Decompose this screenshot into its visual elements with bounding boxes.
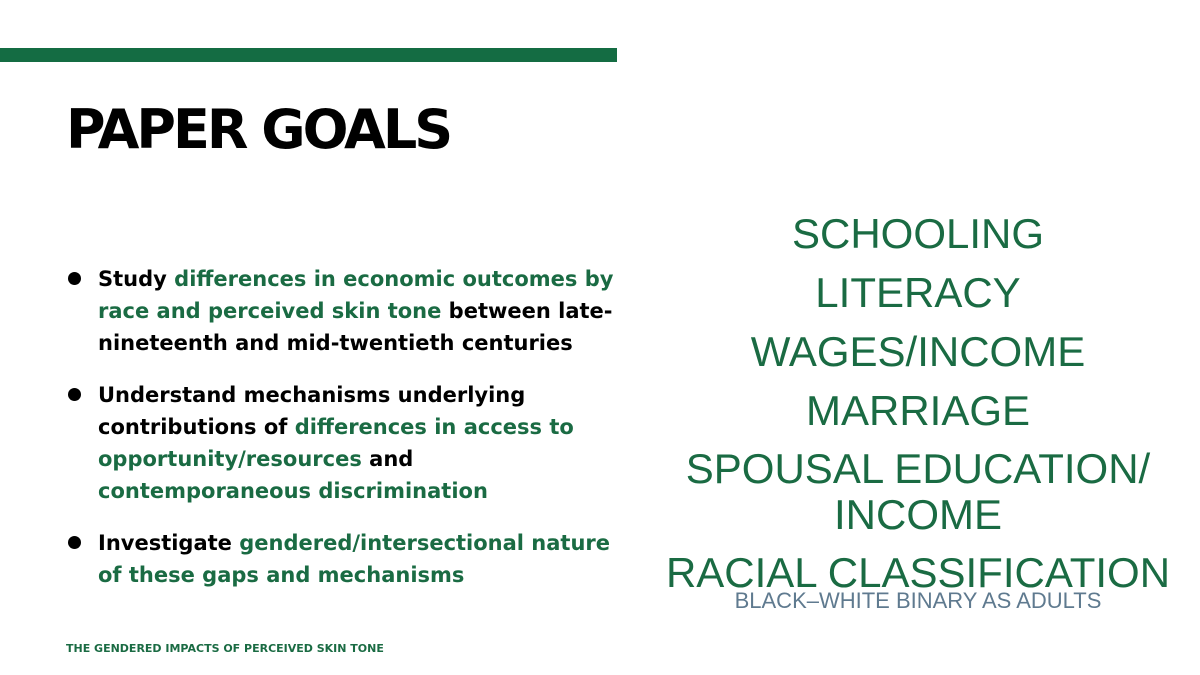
goals-list: Study differences in economic outcomes b… [66, 263, 626, 611]
outcome-racial-subtitle: BLACK–WHITE BINARY AS ADULTS [734, 588, 1102, 613]
outcome-spousal-line-1: SPOUSAL EDUCATION/ [685, 445, 1151, 492]
bullet-text-highlight: differences in access to opportunity/res… [98, 415, 574, 471]
outcome-schooling: SCHOOLING [791, 210, 1045, 257]
slide-title: PAPER GOALS [66, 98, 453, 161]
outcome-literacy: LITERACY [815, 269, 1021, 316]
bullet-text-highlight: gendered/intersectional nature of these … [98, 531, 611, 587]
bullet-text-plain: Understand mechanisms underlying contrib… [98, 383, 526, 439]
outcome-spousal-education: SPOUSAL EDUCATION/ INCOME [660, 446, 1176, 538]
bullet-text-plain: between late-nineteenth and mid-twentiet… [98, 299, 613, 355]
top-accent-bar [0, 48, 617, 62]
slide-footer: THE GENDERED IMPACTS OF PERCEIVED SKIN T… [66, 642, 384, 655]
outcomes-list: SCHOOLING LITERACY WAGES/INCOME MARRIAGE… [660, 210, 1176, 613]
bullet-text-highlight: contemporaneous discrimination [98, 479, 488, 503]
bullet-text-plain: Study [98, 267, 175, 291]
goal-bullet: Investigate gendered/intersectional natu… [66, 527, 626, 591]
bullet-dot-icon [68, 388, 81, 401]
bullet-dot-icon [68, 536, 81, 549]
outcome-racial-classification: RACIAL CLASSIFICATION [665, 549, 1171, 596]
outcome-wages-income: WAGES/INCOME [750, 328, 1086, 375]
goal-bullet: Understand mechanisms underlying contrib… [66, 379, 626, 507]
goal-bullet: Study differences in economic outcomes b… [66, 263, 626, 359]
bullet-text-plain: and [361, 447, 414, 471]
outcome-marriage: MARRIAGE [805, 387, 1031, 434]
bullet-dot-icon [68, 272, 81, 285]
outcome-spousal-line-2: INCOME [834, 491, 1002, 538]
bullet-text-highlight: differences in economic outcomes by race… [98, 267, 614, 323]
bullet-text-plain: Investigate [98, 531, 240, 555]
